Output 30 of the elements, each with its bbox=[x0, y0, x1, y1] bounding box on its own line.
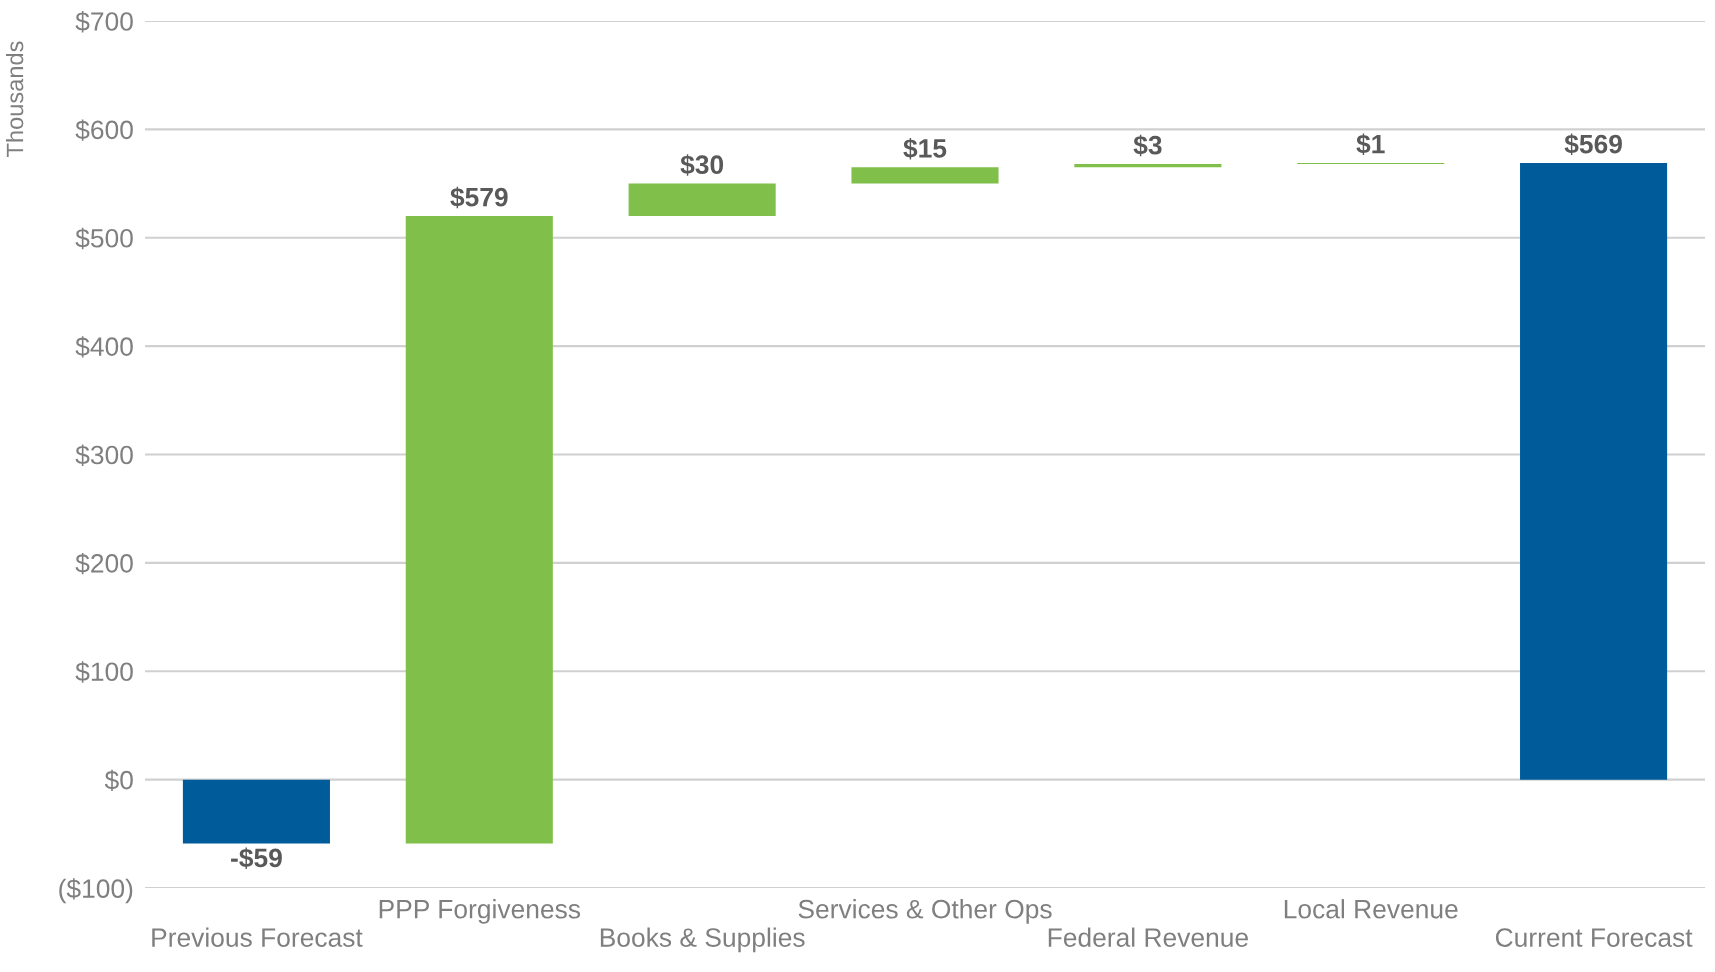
bar bbox=[628, 183, 776, 217]
y-tick-label: $600 bbox=[75, 119, 133, 141]
bar bbox=[851, 167, 999, 184]
data-label: $3 bbox=[1133, 134, 1162, 157]
x-tick-label: Services & Other Ops bbox=[798, 899, 1052, 924]
data-label: $569 bbox=[1564, 133, 1622, 156]
data-label: -$59 bbox=[231, 847, 282, 869]
x-tick-label: Previous Forecast bbox=[152, 927, 363, 947]
y-tick-label: $700 bbox=[75, 11, 133, 33]
y-tick-label: $0 bbox=[104, 769, 133, 792]
x-tick-label: Current Forecast bbox=[1495, 928, 1693, 947]
data-label: $579 bbox=[450, 186, 508, 209]
bar bbox=[1520, 162, 1668, 780]
x-tick-label: Federal Revenue bbox=[1048, 927, 1248, 947]
x-tick-label: PPP Forgiveness bbox=[379, 899, 581, 924]
data-label: $1 bbox=[1356, 133, 1385, 156]
x-tick-label: Local Revenue bbox=[1284, 899, 1458, 919]
bar bbox=[405, 216, 553, 844]
y-tick-label: $300 bbox=[75, 444, 133, 466]
data-label: $30 bbox=[680, 154, 724, 176]
x-tick-label: Books & Supplies bbox=[600, 927, 805, 953]
y-tick-label: $200 bbox=[75, 552, 133, 575]
y-tick-label: $100 bbox=[75, 661, 133, 683]
y-tick-label: $500 bbox=[75, 227, 133, 250]
y-tick-label: ($100) bbox=[59, 878, 133, 904]
data-label: $15 bbox=[903, 137, 947, 160]
y-tick-label: $400 bbox=[75, 336, 133, 358]
y-axis-title: Thousands bbox=[5, 41, 24, 157]
bar bbox=[1074, 164, 1222, 168]
bar bbox=[182, 779, 330, 844]
